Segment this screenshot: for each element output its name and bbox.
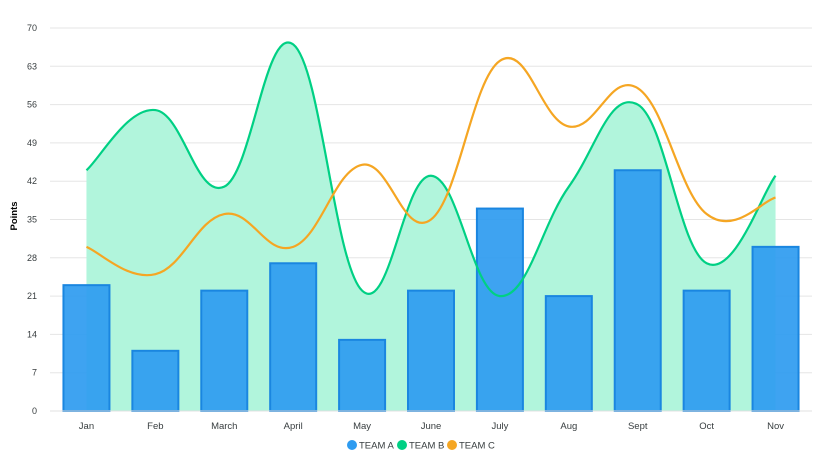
team-b-area: [86, 42, 776, 412]
line-team-b: [85, 41, 777, 298]
y-tick-label: 70: [27, 23, 37, 33]
y-tick-label: 21: [27, 291, 37, 301]
bar-team-a: [682, 289, 731, 412]
bar-team-a: [751, 245, 800, 412]
x-tick-label: Nov: [767, 421, 784, 432]
legend-marker: [347, 440, 357, 450]
y-axis-title: Points: [9, 201, 20, 230]
legend-item: TEAM C: [447, 440, 495, 452]
bar-team-a: [475, 207, 524, 412]
bar-team-a: [544, 295, 593, 413]
y-tick-label: 49: [27, 138, 37, 148]
legend-label: TEAM C: [459, 441, 495, 452]
x-tick-label: Jan: [79, 421, 94, 432]
legend-item: TEAM A: [347, 440, 395, 452]
bar-team-a: [407, 289, 455, 412]
legend-item: TEAM B: [397, 440, 444, 452]
bar-team-a: [269, 262, 318, 412]
legend: TEAM A TEAM B TEAM C: [347, 440, 495, 452]
team-b-area-fill: [86, 42, 776, 412]
bar-team-a: [338, 338, 387, 412]
x-tick-label: Aug: [560, 421, 577, 432]
y-tick-label: 14: [27, 329, 37, 339]
legend-marker: [447, 440, 457, 450]
y-tick-label: 63: [27, 61, 37, 71]
y-axis: 0 7 14 21 28 35 42 49 56 63 70: [27, 23, 37, 416]
bar-team-a: [613, 169, 662, 412]
x-tick-label: March: [211, 421, 237, 432]
y-tick-label: 56: [27, 100, 37, 110]
y-tick-label: 42: [27, 176, 37, 186]
x-tick-label: May: [353, 421, 371, 432]
legend-label: TEAM B: [409, 441, 444, 452]
y-tick-label: 7: [32, 368, 37, 378]
x-axis: Jan Feb March April May June July Aug Sept Oct Nov: [79, 421, 784, 432]
x-tick-label: April: [284, 421, 303, 432]
line-team-c: [86, 57, 776, 277]
y-tick-label: 28: [27, 253, 37, 263]
x-tick-label: July: [491, 421, 508, 432]
bar-team-a: [131, 349, 180, 413]
y-tick-label: 35: [27, 215, 37, 225]
y-tick-label: 0: [32, 406, 37, 416]
legend-label: TEAM A: [359, 441, 395, 452]
x-tick-label: Feb: [147, 421, 163, 432]
x-tick-label: June: [421, 421, 442, 432]
x-tick-label: Sept: [628, 421, 648, 432]
bar-team-a: [200, 289, 249, 412]
x-tick-label: Oct: [699, 421, 714, 432]
bar-team-a: [62, 284, 111, 412]
series-lines: [85, 41, 777, 298]
legend-marker: [397, 440, 407, 450]
